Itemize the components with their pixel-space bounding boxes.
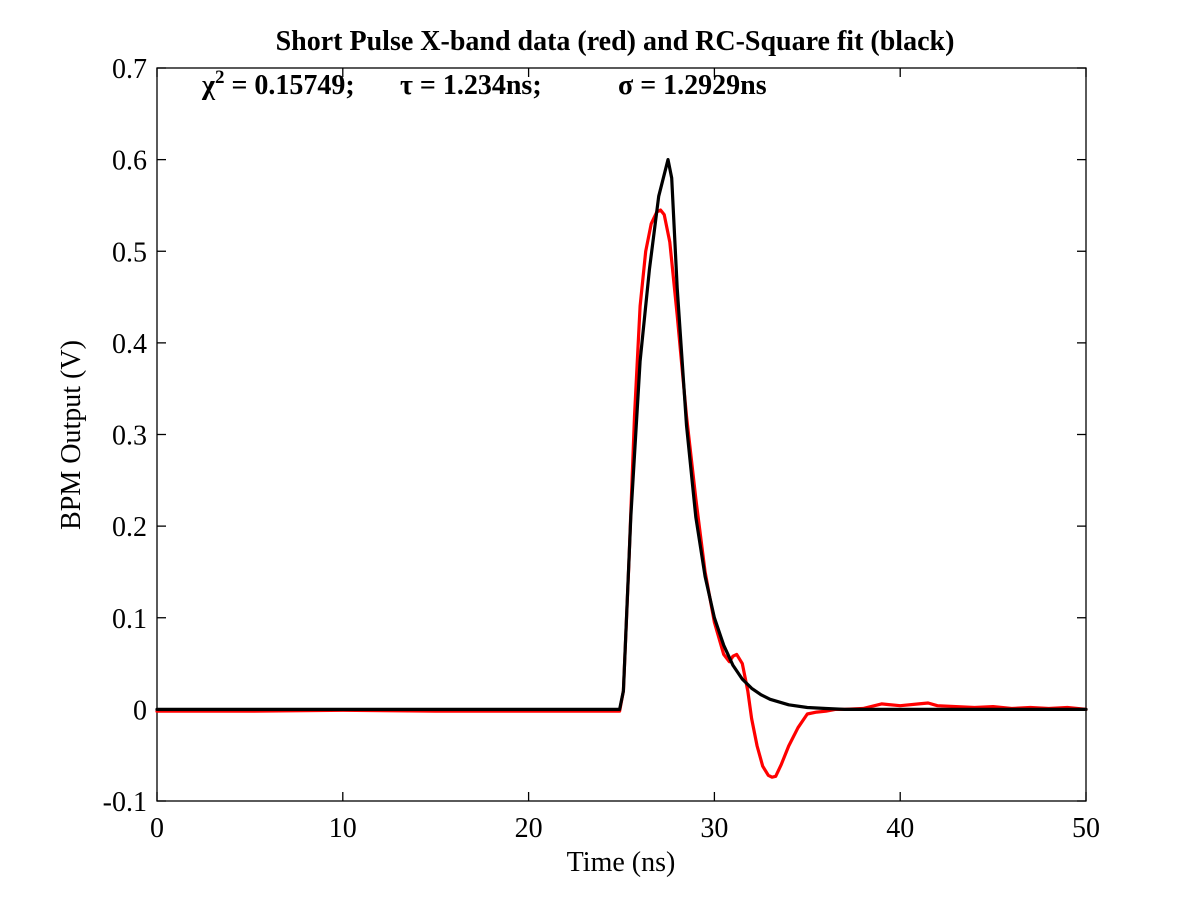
x-tick-label: 20 bbox=[515, 813, 543, 844]
chart-title: Short Pulse X-band data (red) and RC-Squ… bbox=[276, 26, 955, 57]
series-layer bbox=[155, 158, 1088, 779]
series-line-data-red bbox=[155, 208, 1088, 779]
y-axis-label: BPM Output (V) bbox=[56, 340, 87, 530]
sigma-value: σ = 1.2929ns bbox=[618, 70, 767, 101]
y-tick-label: 0.7 bbox=[112, 54, 147, 85]
y-tick-label: 0 bbox=[133, 695, 147, 726]
x-axis-label: Time (ns) bbox=[567, 847, 676, 878]
chart-subtitle: χ2 = 0.15749; τ = 1.234ns; σ = 1.2929ns bbox=[201, 67, 767, 101]
axis-ticks bbox=[156, 67, 1087, 802]
y-tick-label: 0.4 bbox=[112, 329, 147, 360]
tau-value: τ = 1.234ns; bbox=[400, 70, 542, 101]
y-tick-label: 0.1 bbox=[112, 604, 147, 635]
chi-value: = 0.15749; bbox=[224, 70, 354, 101]
series-line-fit-black bbox=[155, 158, 1088, 712]
chi-exponent: 2 bbox=[215, 67, 225, 88]
y-tick-label: 0.5 bbox=[112, 237, 147, 268]
x-tick-label: 30 bbox=[700, 813, 728, 844]
y-tick-label: 0.2 bbox=[112, 512, 147, 543]
y-tick-label: -0.1 bbox=[103, 787, 147, 818]
chi-symbol: χ bbox=[201, 70, 216, 101]
x-tick-label: 50 bbox=[1072, 813, 1100, 844]
x-tick-label: 40 bbox=[886, 813, 914, 844]
x-tick-label: 0 bbox=[150, 813, 164, 844]
y-tick-label: 0.3 bbox=[112, 421, 147, 452]
y-tick-label: 0.6 bbox=[112, 146, 147, 177]
x-tick-label: 10 bbox=[329, 813, 357, 844]
axis-tick-labels: 0 10 20 30 40 50-0.100.10.20.30.40.50.60.7 bbox=[103, 54, 1100, 844]
